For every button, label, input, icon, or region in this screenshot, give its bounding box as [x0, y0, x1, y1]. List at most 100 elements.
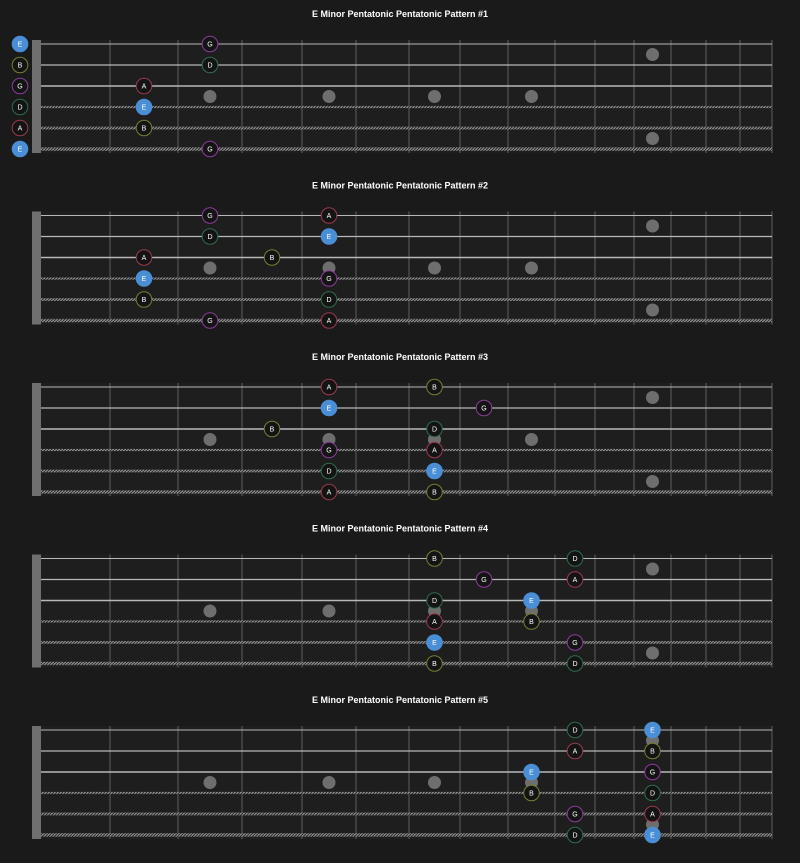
- note-marker: E: [426, 634, 443, 651]
- note-marker: A: [644, 805, 661, 823]
- note-marker: A: [566, 571, 584, 588]
- inlay-dot: [203, 776, 217, 789]
- inlay-dot: [525, 433, 538, 446]
- inlay-dot: [322, 776, 336, 789]
- note-marker: D: [566, 655, 584, 672]
- note-label: G: [207, 213, 212, 220]
- note-label: E: [432, 640, 437, 647]
- note-marker: E: [135, 98, 153, 116]
- nut: [32, 383, 41, 496]
- note-marker: A: [320, 483, 338, 501]
- note-label: E: [529, 770, 534, 777]
- note-label: D: [650, 791, 655, 798]
- note-label: G: [481, 577, 486, 584]
- note-label: D: [572, 556, 577, 563]
- note-label: A: [432, 619, 437, 626]
- note-circle: [135, 77, 153, 95]
- note-marker: B: [426, 378, 443, 396]
- note-marker: A: [320, 378, 338, 396]
- string-line: [36, 641, 772, 644]
- note-marker: G: [320, 441, 338, 459]
- string-line: [36, 105, 772, 109]
- note-marker: D: [426, 420, 443, 438]
- note-marker: A: [566, 742, 584, 760]
- note-circle: [475, 571, 493, 588]
- note-marker: E: [644, 826, 661, 844]
- note-marker: G: [566, 805, 584, 823]
- root-note-circle: [426, 634, 443, 651]
- note-marker: G: [475, 571, 493, 588]
- note-circle: [320, 291, 338, 308]
- inlay-dot: [646, 219, 659, 233]
- pattern-title: E Minor Pentatonic Pentatonic Pattern #4: [312, 524, 488, 534]
- note-circle: [426, 592, 443, 609]
- fretboard-background: [36, 40, 772, 153]
- note-marker: D: [201, 56, 219, 74]
- inlay-dot: [646, 562, 659, 576]
- note-circle: [644, 742, 661, 760]
- string-line: [36, 490, 772, 494]
- note-circle: [426, 483, 443, 501]
- note-marker: D: [426, 592, 443, 609]
- note-label: D: [572, 661, 577, 668]
- fretboard-pattern-5: E Minor Pentatonic Pentatonic Pattern #5…: [32, 695, 773, 844]
- root-note-circle: [523, 763, 540, 781]
- note-label: D: [432, 427, 437, 434]
- note-label: G: [326, 448, 331, 455]
- note-circle: [11, 77, 29, 95]
- root-note-circle: [523, 592, 540, 609]
- note-circle: [201, 312, 219, 329]
- note-label: D: [432, 598, 437, 605]
- note-circle: [426, 420, 443, 438]
- fretboard-pattern-3: E Minor Pentatonic Pentatonic Pattern #3…: [32, 352, 773, 501]
- note-label: D: [572, 833, 577, 840]
- note-circle: [566, 634, 584, 651]
- note-label: G: [17, 84, 22, 91]
- note-label: B: [650, 749, 655, 756]
- note-marker: B: [523, 613, 540, 630]
- note-circle: [11, 98, 29, 116]
- string-line: [36, 791, 772, 795]
- note-marker: G: [201, 140, 219, 158]
- note-label: A: [432, 448, 437, 455]
- note-marker: B: [426, 655, 443, 672]
- note-marker: D: [201, 228, 219, 245]
- note-label: B: [529, 619, 534, 626]
- nut: [32, 554, 41, 668]
- note-circle: [263, 249, 281, 266]
- note-circle: [263, 420, 281, 438]
- note-label: B: [142, 126, 147, 133]
- note-circle: [566, 571, 584, 588]
- note-marker: D: [320, 291, 338, 308]
- note-circle: [320, 378, 338, 396]
- note-marker: B: [263, 249, 281, 266]
- fretboard-background: [36, 211, 772, 325]
- root-note-circle: [135, 270, 153, 287]
- string-line: [36, 277, 772, 280]
- note-label: E: [650, 833, 655, 840]
- inlay-dot: [646, 391, 659, 404]
- pattern-title: E Minor Pentatonic Pentatonic Pattern #3: [312, 352, 488, 362]
- note-label: G: [572, 812, 577, 819]
- note-label: A: [142, 84, 147, 91]
- note-marker: E: [523, 592, 540, 609]
- fretboard-pattern-2: E Minor Pentatonic Pentatonic Pattern #2…: [32, 181, 773, 329]
- note-circle: [135, 249, 153, 266]
- note-circle: [11, 119, 29, 137]
- root-note-circle: [135, 98, 153, 116]
- root-note-circle: [11, 35, 29, 53]
- note-circle: [523, 613, 540, 630]
- note-marker: E: [11, 35, 29, 53]
- note-label: D: [17, 105, 22, 112]
- note-circle: [644, 805, 661, 823]
- note-circle: [426, 655, 443, 672]
- note-marker: B: [135, 291, 153, 308]
- string-line: [36, 620, 772, 623]
- note-marker: G: [201, 207, 219, 224]
- inlay-dot: [428, 261, 441, 275]
- inlay-dot: [203, 261, 217, 275]
- string-line: [36, 126, 772, 130]
- note-marker: A: [426, 441, 443, 459]
- note-marker: E: [644, 721, 661, 739]
- note-circle: [320, 207, 338, 224]
